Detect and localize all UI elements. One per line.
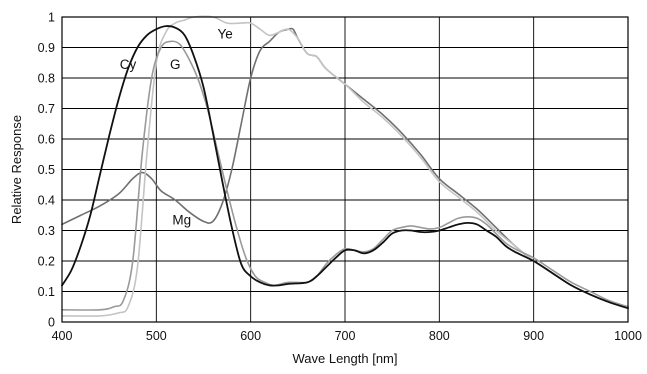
y-tick-label: 0: [48, 316, 55, 330]
series-label-ye: Ye: [218, 26, 233, 41]
series-label-cy: Cy: [120, 57, 137, 72]
series-curves: [61, 15, 629, 317]
y-tick-label: 0.1: [38, 285, 55, 299]
x-tick-label: 500: [146, 329, 167, 343]
tick-labels: 400 500 600 700 800 900 1000 0 0.1 0.2 0.3 0.4 0.5 0.…: [38, 11, 642, 344]
x-axis-label: Wave Length [nm]: [292, 351, 397, 366]
y-axis-label: Relative Response: [9, 115, 24, 224]
x-tick-label: 700: [335, 329, 356, 343]
grid: [61, 16, 629, 323]
series-line-g: [61, 40, 629, 311]
x-tick-label: 800: [429, 329, 450, 343]
y-tick-label: 0.8: [38, 72, 55, 86]
y-tick-label: 0.4: [38, 194, 55, 208]
series-label-mg: Mg: [172, 212, 191, 227]
y-tick-label: 1: [48, 11, 55, 25]
y-tick-label: 0.2: [38, 255, 55, 269]
series-label-g: G: [170, 57, 181, 72]
series-line-mg: [61, 27, 629, 308]
x-tick-label: 400: [52, 329, 73, 343]
y-tick-label: 0.6: [38, 133, 55, 147]
x-tick-label: 1000: [614, 329, 642, 343]
series-line-cy: [61, 25, 629, 310]
y-tick-label: 0.3: [38, 224, 55, 238]
y-tick-label: 0.7: [38, 102, 55, 116]
x-tick-label: 900: [523, 329, 544, 343]
plot-frame: [61, 16, 629, 323]
x-tick-label: 600: [240, 329, 261, 343]
series-labels: Cy G Ye Mg: [120, 26, 233, 227]
y-tick-label: 0.5: [38, 163, 55, 177]
series-line-ye: [61, 15, 629, 317]
y-tick-label: 0.9: [38, 41, 55, 55]
